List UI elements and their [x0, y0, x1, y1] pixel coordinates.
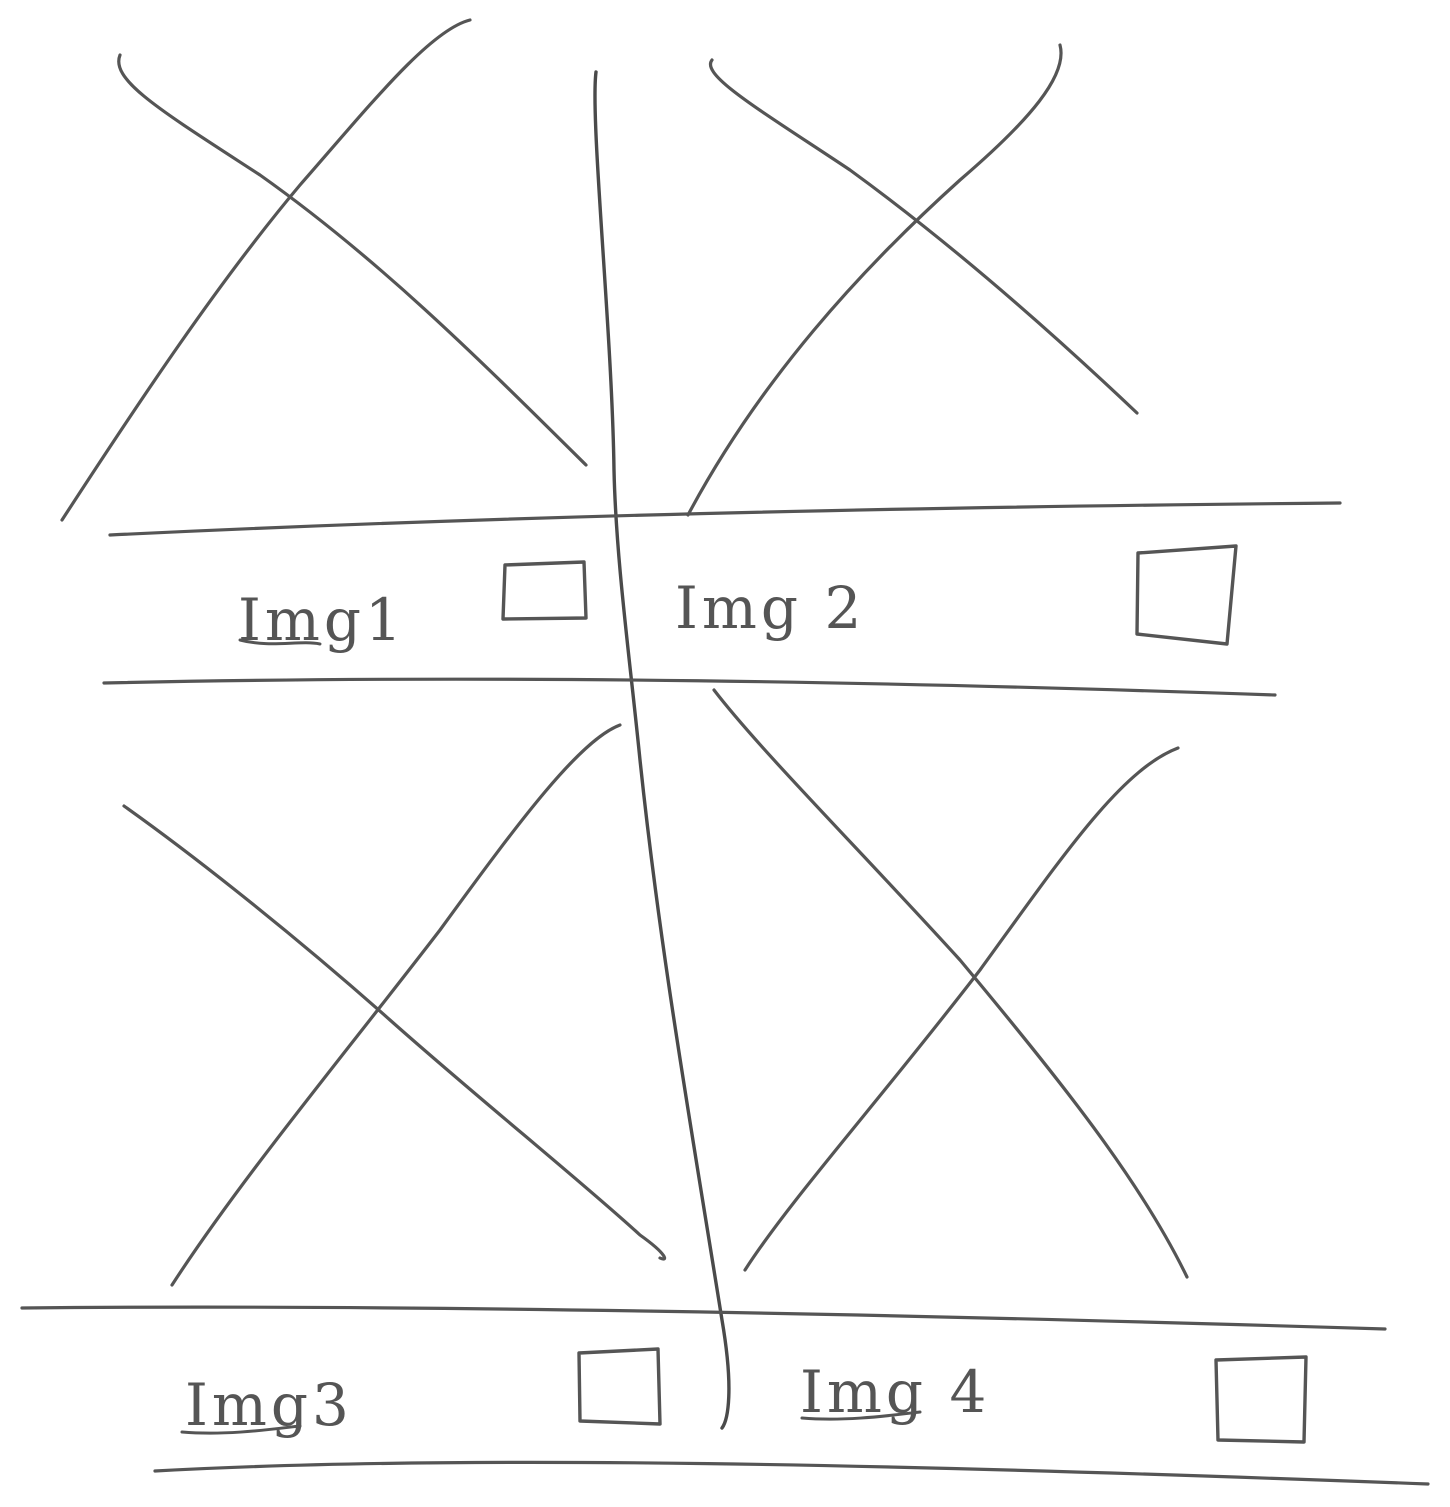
tile-3-label: Img3	[185, 1371, 353, 1439]
tile-1-cross-line-a	[117, 53, 588, 467]
row2-bottom-line	[153, 1460, 1430, 1486]
tile-1-caption: Img1	[238, 586, 402, 654]
tile-2-label: Img 2	[675, 574, 865, 642]
tile-1-image-placeholder[interactable]	[60, 18, 588, 522]
tile-1-checkbox[interactable]	[501, 560, 588, 621]
tile-4-checkbox[interactable]	[1214, 1355, 1308, 1444]
tile-2-image-placeholder[interactable]	[686, 43, 1139, 517]
tile-2-checkbox[interactable]	[1135, 544, 1238, 646]
row2-top-line	[20, 1305, 1387, 1331]
tile-1-cross-line-b	[60, 18, 472, 522]
tile-3-cross-line-a	[122, 804, 667, 1261]
tile-2-cross-line-a	[708, 58, 1139, 415]
tile-4-caption: Img 4	[800, 1358, 986, 1426]
tile-1-label-underline	[238, 638, 322, 646]
tile-4-label-underline	[800, 1410, 922, 1421]
tile-4-cross-line-a	[712, 688, 1189, 1279]
tile-2-caption: Img 2	[675, 574, 865, 642]
row1-bottom-line	[102, 677, 1277, 697]
tile-3-checkbox[interactable]	[577, 1347, 662, 1426]
tile-3-caption: Img3	[180, 1371, 353, 1439]
tile-3-cross-line-b	[170, 723, 622, 1287]
row1-top-line	[108, 501, 1342, 537]
tile-2-cross-line-b	[686, 43, 1063, 517]
tile-3-label-underline	[180, 1424, 302, 1435]
grid-lines	[20, 70, 1430, 1486]
tile-4-cross-line-b	[743, 746, 1180, 1272]
vertical-divider	[593, 70, 731, 1430]
tile-3-image-placeholder[interactable]	[122, 723, 667, 1287]
tile-4-image-placeholder[interactable]	[712, 688, 1189, 1279]
